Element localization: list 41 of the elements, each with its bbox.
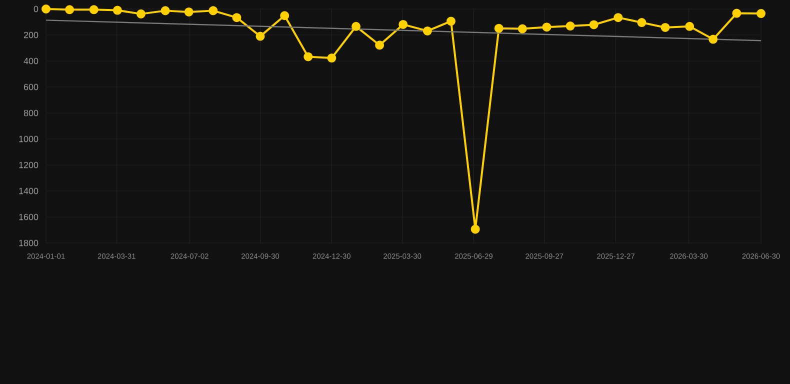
y-tick-label: 1800 (19, 240, 38, 246)
y-tick-label: 1400 (19, 188, 38, 194)
y-tick-label: 200 (24, 32, 38, 38)
point (280, 11, 290, 20)
point (136, 9, 146, 18)
y-tick-label: 400 (24, 58, 38, 64)
point (375, 40, 384, 50)
point (470, 224, 480, 234)
point (232, 13, 242, 22)
point (398, 20, 408, 29)
point (89, 5, 98, 14)
y-tick-label: 1200 (19, 162, 38, 168)
y-tick-label: 600 (24, 84, 38, 90)
point (327, 54, 336, 63)
point (518, 24, 527, 34)
point (566, 22, 575, 31)
point (732, 8, 742, 18)
y-tick-label: 1600 (19, 214, 38, 220)
point (422, 26, 432, 36)
point (65, 5, 74, 14)
point (589, 20, 598, 30)
point (208, 6, 218, 16)
point (637, 18, 646, 28)
point (708, 34, 718, 44)
point (756, 9, 766, 18)
point (42, 4, 51, 14)
point (160, 6, 170, 16)
point (256, 32, 265, 41)
point (542, 22, 552, 32)
point (660, 22, 670, 32)
point (304, 52, 313, 62)
point (614, 13, 623, 22)
point (494, 24, 504, 33)
y-tick-label: 800 (24, 110, 38, 116)
point (352, 22, 361, 31)
y-tick-label: 1000 (19, 136, 38, 142)
y-tick-label: 0 (34, 6, 38, 12)
point (446, 16, 456, 26)
point (112, 6, 122, 15)
point (184, 7, 194, 16)
point (685, 22, 694, 31)
